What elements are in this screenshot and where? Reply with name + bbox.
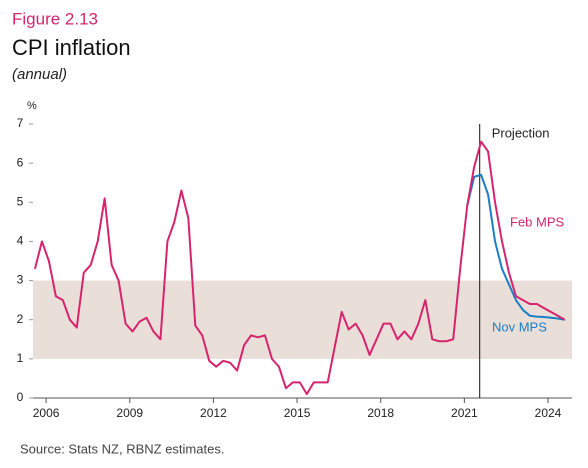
y-tick-label: 2: [17, 312, 24, 326]
x-tick-label: 2012: [200, 406, 227, 420]
series-label: Nov MPS: [492, 319, 547, 334]
series-line: [466, 173, 565, 321]
y-tick-label: 5: [17, 194, 24, 208]
target-band: [33, 280, 572, 359]
y-tick-label: 4: [17, 234, 24, 248]
x-tick-label: 2021: [451, 406, 478, 420]
x-tick-label: 2015: [284, 406, 311, 420]
y-tick-label: 3: [17, 273, 24, 287]
y-tick-label: 1: [17, 351, 24, 365]
figure-label: Figure 2.13: [12, 9, 98, 28]
x-tick-label: 2006: [33, 406, 60, 420]
chart-title: CPI inflation: [12, 35, 131, 60]
source: Source: Stats NZ, RBNZ estimates.: [20, 441, 224, 456]
y-tick-label: 6: [17, 155, 24, 169]
y-unit: %: [27, 100, 37, 112]
series-label: Feb MPS: [510, 214, 565, 229]
x-tick-label: 2018: [367, 406, 394, 420]
chart-subtitle: (annual): [12, 66, 67, 83]
x-tick-label: 2024: [535, 406, 562, 420]
x-tick-label: 2009: [116, 406, 143, 420]
y-tick-label: 7: [17, 116, 24, 130]
y-tick-label: 0: [17, 390, 24, 404]
projection-label: Projection: [492, 125, 550, 140]
series-line: [33, 140, 566, 396]
